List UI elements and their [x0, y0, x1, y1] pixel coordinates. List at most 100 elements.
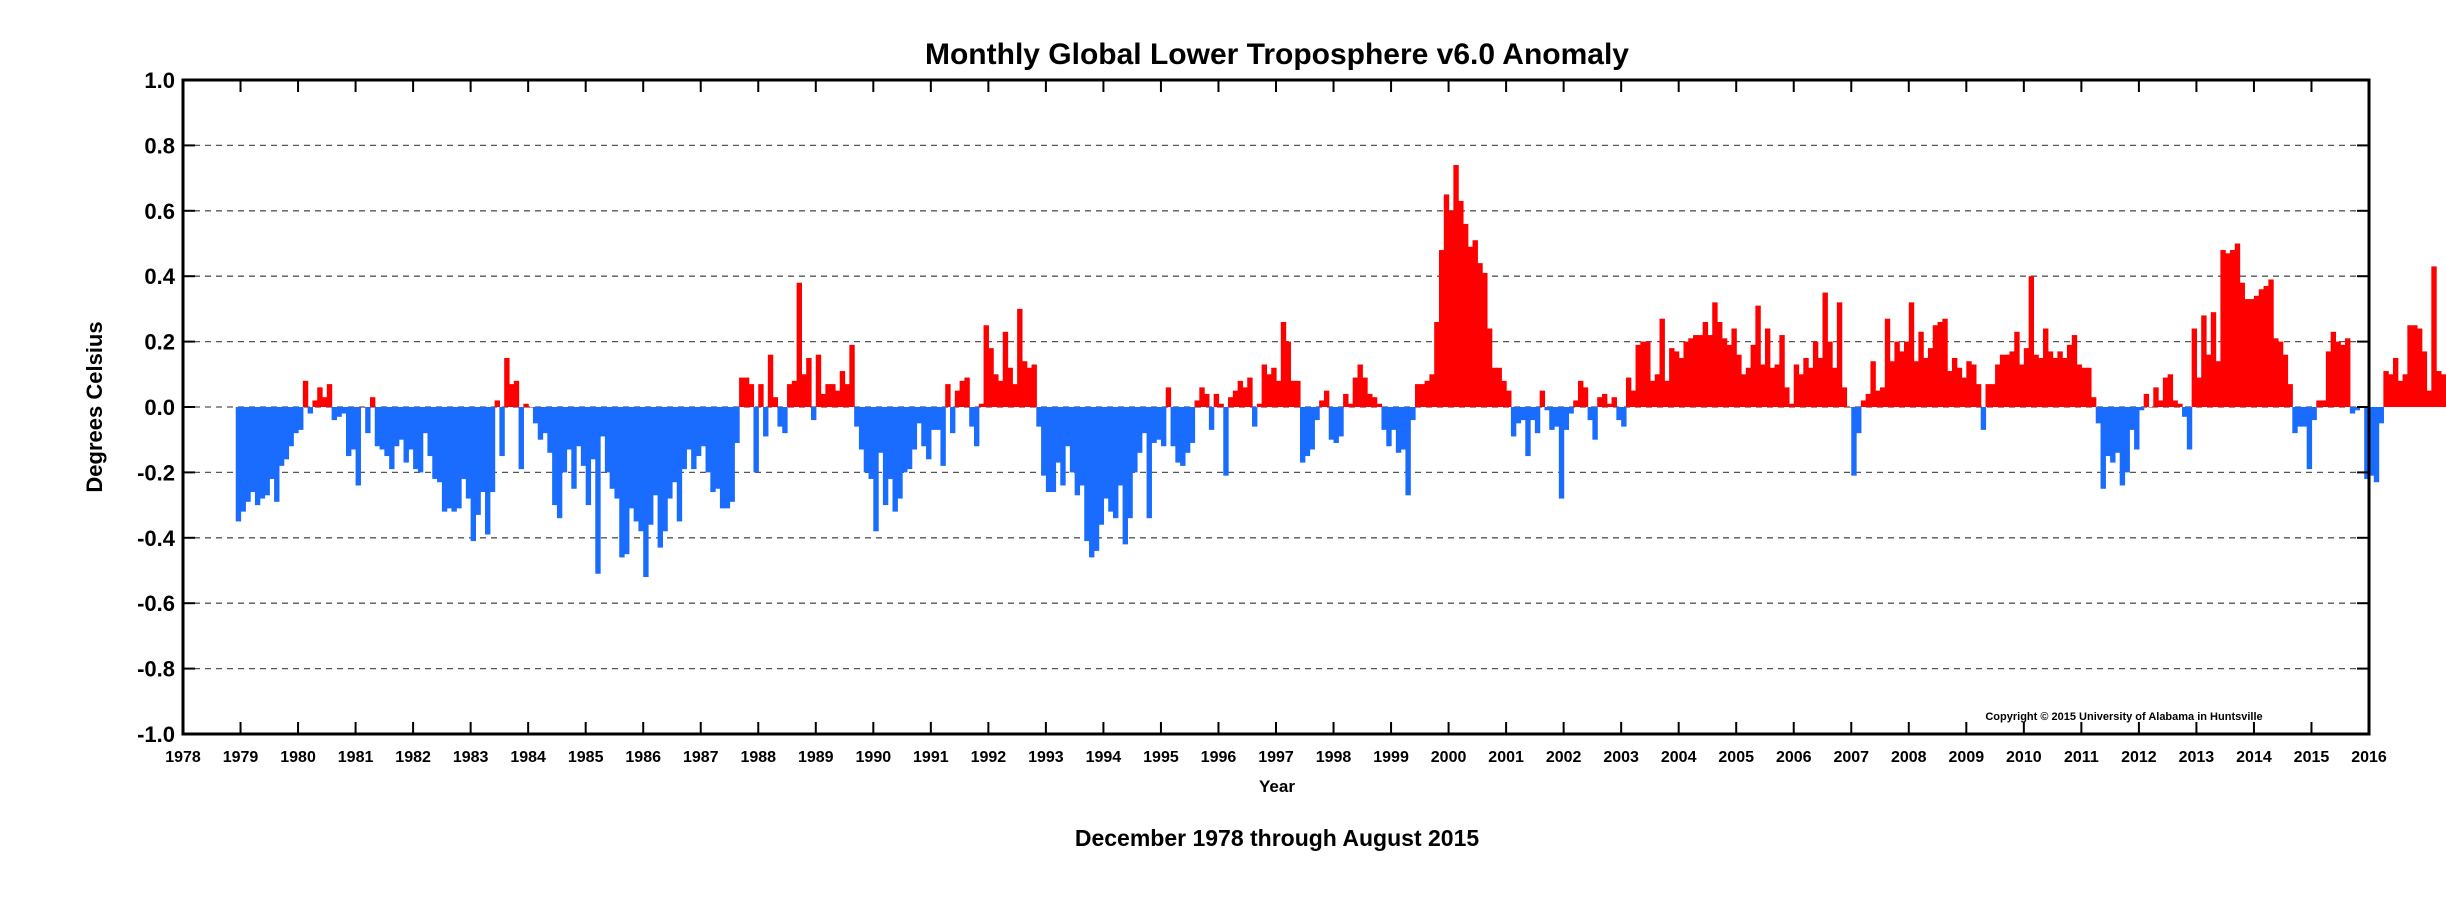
bar	[2230, 250, 2235, 407]
bar	[1544, 407, 1549, 410]
y-tick-label: -1.0	[137, 722, 175, 747]
bar	[1664, 381, 1669, 407]
bar	[715, 407, 720, 489]
bar	[1477, 263, 1482, 407]
bar	[2307, 407, 2312, 469]
x-tick-label: 1987	[683, 749, 719, 766]
bar	[2120, 407, 2125, 485]
bar	[1746, 368, 1751, 407]
bar	[1381, 407, 1386, 430]
bar	[504, 358, 509, 407]
bar	[1195, 400, 1200, 407]
bar	[1592, 407, 1597, 440]
bar	[1698, 335, 1703, 407]
bar	[2206, 355, 2211, 407]
bar	[519, 407, 524, 469]
bar	[2216, 361, 2221, 407]
bar	[2029, 276, 2034, 407]
bar	[1957, 368, 1962, 407]
bar	[912, 407, 917, 450]
bar	[1151, 407, 1156, 443]
bar	[1583, 387, 1588, 407]
bar	[265, 407, 270, 495]
bar	[2350, 407, 2355, 414]
bar	[1156, 407, 1161, 440]
y-tick-label: 0.4	[144, 264, 175, 289]
bar	[1137, 407, 1142, 453]
bar	[1429, 374, 1434, 407]
bar	[2311, 407, 2316, 420]
bar	[619, 407, 624, 557]
bar	[341, 407, 346, 414]
bar	[375, 407, 380, 446]
bar	[1890, 361, 1895, 407]
bar	[236, 407, 241, 521]
bar	[1094, 407, 1099, 551]
bar	[2407, 325, 2412, 407]
bar	[897, 407, 902, 499]
bar	[1358, 364, 1363, 407]
y-tick-label: 0.0	[144, 395, 175, 420]
x-tick-label: 1983	[453, 749, 489, 766]
bar	[384, 407, 389, 456]
bar	[1770, 368, 1775, 407]
x-tick-label: 1979	[223, 749, 259, 766]
bar	[662, 407, 667, 531]
bar	[562, 407, 567, 472]
bar	[787, 384, 792, 407]
bar	[1041, 407, 1046, 476]
bar	[1707, 335, 1712, 407]
bar	[1290, 381, 1295, 407]
bar	[586, 407, 591, 505]
bar	[288, 407, 293, 446]
bar	[303, 381, 308, 407]
bar	[624, 407, 629, 554]
bar	[1214, 394, 1219, 407]
bar	[691, 407, 696, 469]
bar	[2220, 250, 2225, 407]
bar	[974, 407, 979, 446]
bar	[1578, 381, 1583, 407]
bar	[749, 384, 754, 407]
bar	[1775, 364, 1780, 407]
bar	[926, 407, 931, 459]
bar	[960, 381, 965, 407]
bar	[739, 378, 744, 407]
bar	[514, 381, 519, 407]
bar	[883, 407, 888, 505]
bar	[1823, 293, 1828, 407]
bar	[1573, 400, 1578, 407]
bar	[720, 407, 725, 508]
bar	[1506, 391, 1511, 407]
bar	[2292, 407, 2297, 433]
bar	[2139, 407, 2144, 410]
bar	[1434, 322, 1439, 407]
bar	[471, 407, 476, 541]
bar	[1113, 407, 1118, 518]
bar	[1679, 358, 1684, 407]
bar	[1386, 407, 1391, 446]
bar	[2441, 374, 2446, 407]
bar	[595, 407, 600, 574]
bar	[710, 407, 715, 492]
bar	[696, 407, 701, 456]
bar	[2077, 364, 2082, 407]
x-tick-label: 1994	[1086, 749, 1122, 766]
bar	[1995, 364, 2000, 407]
bar	[1832, 368, 1837, 407]
bar	[1990, 384, 1995, 407]
bar	[1022, 361, 1027, 407]
bar	[1372, 397, 1377, 407]
bar	[1247, 378, 1252, 407]
bar	[1482, 273, 1487, 407]
bar	[2436, 371, 2441, 407]
bar	[1530, 407, 1535, 420]
bar	[1631, 391, 1636, 407]
bar	[2148, 407, 2153, 408]
bar	[567, 407, 572, 450]
bar	[1894, 342, 1899, 407]
bar	[1147, 407, 1152, 518]
bar	[1981, 407, 1986, 430]
bar	[356, 407, 361, 485]
bar	[1060, 407, 1065, 485]
